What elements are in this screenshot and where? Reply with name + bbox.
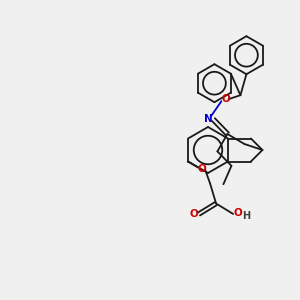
Text: H: H	[242, 211, 250, 221]
Text: O: O	[234, 208, 242, 218]
Text: N: N	[204, 114, 213, 124]
Text: O: O	[190, 209, 199, 219]
Text: O: O	[198, 164, 206, 175]
Text: O: O	[221, 94, 230, 104]
